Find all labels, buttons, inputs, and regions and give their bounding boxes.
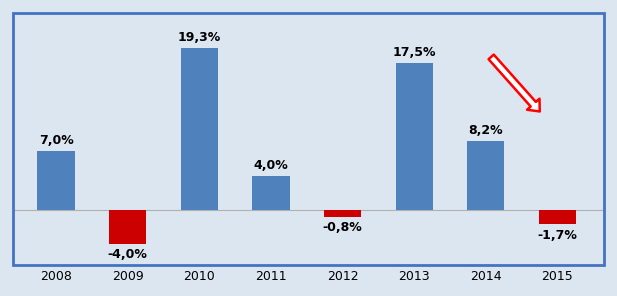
Text: -4,0%: -4,0% bbox=[108, 248, 147, 261]
Text: -0,8%: -0,8% bbox=[323, 221, 362, 234]
Bar bbox=[467, 141, 504, 210]
Text: 8,2%: 8,2% bbox=[468, 124, 503, 137]
Bar bbox=[38, 151, 75, 210]
Text: 7,0%: 7,0% bbox=[39, 134, 73, 147]
Bar bbox=[109, 210, 146, 244]
Bar bbox=[13, 13, 604, 265]
Bar bbox=[539, 210, 576, 224]
FancyArrowPatch shape bbox=[489, 54, 540, 112]
Bar bbox=[324, 210, 361, 217]
Text: 19,3%: 19,3% bbox=[178, 31, 221, 44]
Bar bbox=[181, 48, 218, 210]
Text: -1,7%: -1,7% bbox=[537, 229, 578, 242]
Bar bbox=[252, 176, 289, 210]
Bar bbox=[395, 63, 433, 210]
Text: 4,0%: 4,0% bbox=[254, 159, 288, 172]
Text: 17,5%: 17,5% bbox=[392, 46, 436, 59]
